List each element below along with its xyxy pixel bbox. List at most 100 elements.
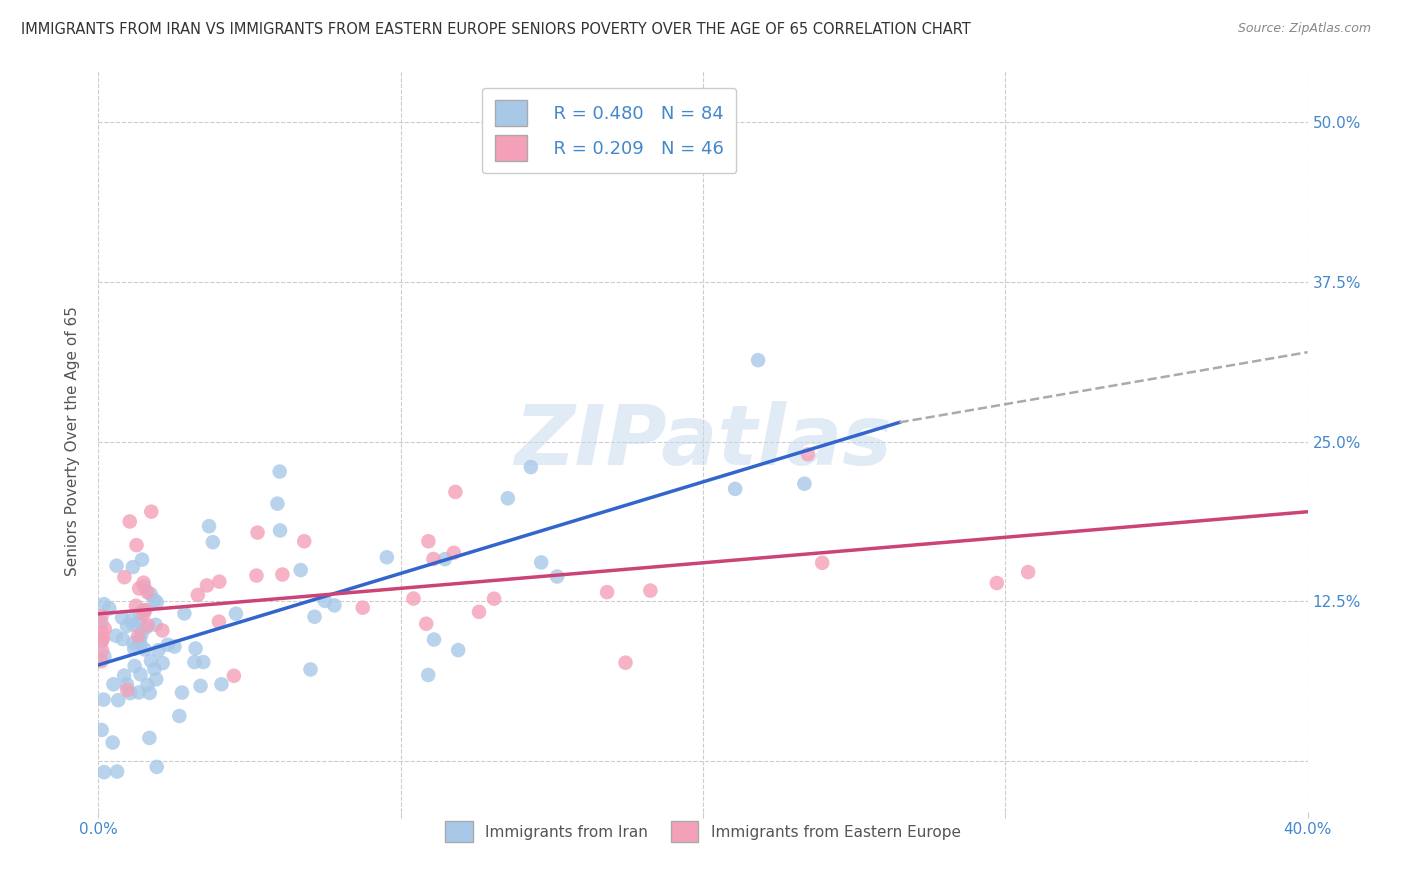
Point	[107, 693, 129, 707]
Point	[747, 353, 769, 368]
Point	[115, 682, 138, 697]
Point	[145, 617, 167, 632]
Point	[163, 640, 186, 654]
Point	[520, 460, 543, 475]
Point	[530, 555, 553, 569]
Legend: Immigrants from Iran, Immigrants from Eastern Europe: Immigrants from Iran, Immigrants from Ea…	[439, 814, 967, 848]
Point	[1017, 565, 1039, 579]
Text: Source: ZipAtlas.com: Source: ZipAtlas.com	[1237, 22, 1371, 36]
Point	[90, 654, 112, 668]
Point	[145, 760, 167, 774]
Point	[208, 574, 231, 589]
Point	[128, 632, 150, 647]
Point	[208, 615, 231, 629]
Point	[91, 643, 114, 657]
Point	[129, 667, 152, 681]
Point	[724, 482, 747, 496]
Point	[93, 649, 115, 664]
Point	[122, 641, 145, 656]
Point	[423, 632, 446, 647]
Point	[101, 735, 124, 749]
Point	[468, 605, 491, 619]
Point	[148, 643, 170, 657]
Point	[375, 550, 398, 565]
Point	[422, 552, 444, 566]
Point	[222, 669, 245, 683]
Point	[184, 641, 207, 656]
Point	[112, 668, 135, 682]
Point	[90, 625, 112, 640]
Point	[121, 560, 143, 574]
Point	[271, 567, 294, 582]
Point	[444, 484, 467, 499]
Point	[122, 636, 145, 650]
Point	[115, 677, 138, 691]
Point	[156, 638, 179, 652]
Point	[496, 491, 519, 506]
Point	[111, 632, 134, 647]
Point	[292, 534, 315, 549]
Point	[143, 662, 166, 676]
Point	[138, 731, 160, 745]
Point	[640, 583, 662, 598]
Point	[128, 582, 150, 596]
Y-axis label: Seniors Poverty Over the Age of 65: Seniors Poverty Over the Age of 65	[65, 307, 80, 576]
Point	[418, 534, 440, 549]
Point	[169, 709, 191, 723]
Point	[136, 618, 159, 632]
Point	[986, 576, 1008, 591]
Point	[118, 515, 141, 529]
Point	[105, 764, 128, 779]
Point	[131, 627, 153, 641]
Point	[596, 585, 619, 599]
Point	[418, 668, 440, 682]
Point	[134, 603, 156, 617]
Point	[269, 524, 291, 538]
Point	[198, 519, 221, 533]
Point	[120, 686, 142, 700]
Point	[143, 593, 166, 607]
Point	[150, 624, 173, 638]
Point	[132, 575, 155, 590]
Point	[124, 659, 146, 673]
Point	[132, 607, 155, 621]
Point	[152, 656, 174, 670]
Point	[93, 692, 115, 706]
Point	[482, 591, 505, 606]
Point	[120, 613, 142, 627]
Point	[136, 678, 159, 692]
Text: IMMIGRANTS FROM IRAN VS IMMIGRANTS FROM EASTERN EUROPE SENIORS POVERTY OVER THE : IMMIGRANTS FROM IRAN VS IMMIGRANTS FROM …	[21, 22, 970, 37]
Point	[193, 655, 215, 669]
Point	[132, 603, 155, 617]
Point	[811, 556, 834, 570]
Point	[90, 635, 112, 649]
Point	[797, 447, 820, 461]
Point	[128, 615, 150, 630]
Point	[183, 655, 205, 669]
Point	[132, 579, 155, 593]
Point	[98, 601, 121, 615]
Point	[103, 677, 125, 691]
Point	[122, 617, 145, 632]
Point	[304, 609, 326, 624]
Point	[187, 588, 209, 602]
Point	[105, 558, 128, 573]
Point	[225, 607, 247, 621]
Point	[131, 552, 153, 566]
Point	[173, 607, 195, 621]
Point	[93, 597, 115, 611]
Point	[139, 587, 162, 601]
Point	[139, 654, 162, 668]
Point	[201, 535, 224, 549]
Point	[299, 663, 322, 677]
Point	[415, 616, 437, 631]
Point	[352, 600, 374, 615]
Point	[125, 538, 148, 552]
Point	[211, 677, 233, 691]
Point	[433, 552, 456, 566]
Point	[266, 497, 288, 511]
Point	[195, 578, 218, 592]
Point	[146, 595, 169, 609]
Point	[128, 607, 150, 621]
Point	[546, 569, 568, 583]
